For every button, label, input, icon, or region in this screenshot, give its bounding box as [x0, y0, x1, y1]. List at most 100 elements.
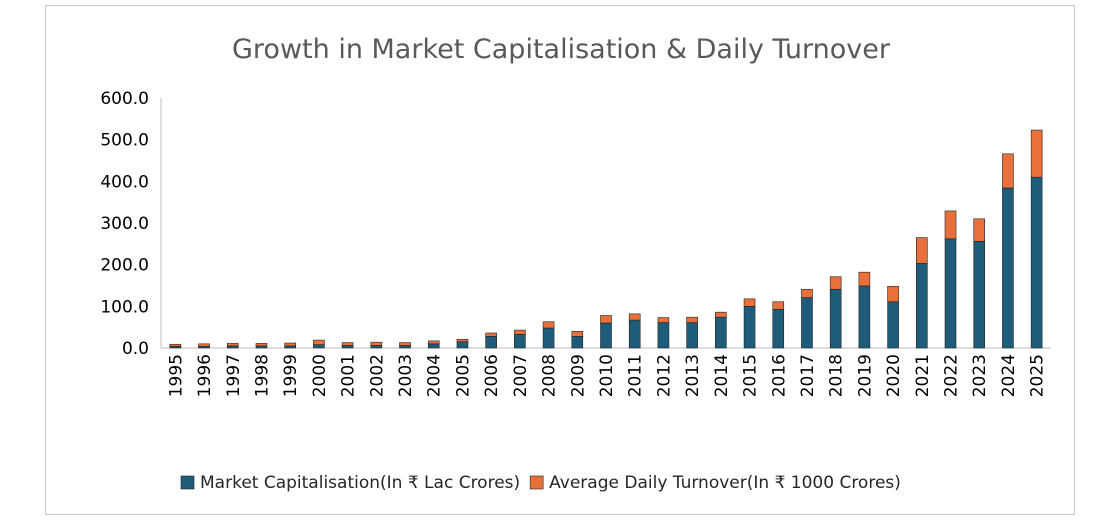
bar-average-daily-turnover [1002, 153, 1014, 189]
bar-average-daily-turnover [169, 343, 182, 347]
x-tick-label: 2006 [482, 354, 502, 397]
y-tick-label: 100.0 [100, 297, 149, 317]
x-tick-label: 2012 [654, 354, 674, 397]
x-tick-label: 2019 [855, 354, 875, 397]
x-tick-label: 2020 [884, 354, 904, 397]
y-tick-labels: 0.0 100.0 200.0 300.0 400.0 500.0 600.0 [100, 89, 149, 359]
x-tick-label: 1999 [281, 354, 301, 397]
legend-label-average-daily-turnover: Average Daily Turnover(In ₹ 1000 Crores) [549, 473, 901, 493]
bar-average-daily-turnover [715, 311, 727, 318]
x-tick-label: 2023 [970, 354, 990, 397]
bar-market-capitalisation [1002, 187, 1014, 349]
bar-average-daily-turnover [341, 342, 354, 346]
x-tick-label: 2008 [540, 354, 560, 397]
x-tick-label: 2000 [310, 354, 330, 397]
x-tick-label: 2021 [913, 354, 933, 397]
bar-market-capitalisation [313, 344, 325, 349]
legend-swatch-average-daily-turnover [529, 475, 544, 490]
bar-market-capitalisation [485, 336, 497, 349]
bar-average-daily-turnover [542, 321, 555, 329]
bar-average-daily-turnover [198, 343, 210, 347]
x-tick-label: 2003 [396, 354, 416, 397]
bar-average-daily-turnover [916, 237, 928, 264]
bar-market-capitalisation [542, 327, 555, 349]
x-tick-label: 2017 [798, 354, 818, 397]
x-tick-label: 1996 [195, 354, 215, 397]
bar-average-daily-turnover [571, 331, 584, 337]
x-tick-label: 2018 [827, 354, 847, 397]
bar-average-daily-turnover [944, 210, 957, 240]
x-tick-label: 2001 [339, 354, 359, 397]
bar-average-daily-turnover [456, 338, 469, 343]
bar-market-capitalisation [284, 345, 296, 349]
bar-market-capitalisation [226, 345, 239, 349]
x-tick-label: 2010 [597, 354, 617, 397]
bar-market-capitalisation [887, 301, 899, 349]
x-tick-label: 2009 [568, 354, 588, 397]
bar-average-daily-turnover [829, 276, 842, 290]
x-tick-label: 1998 [252, 354, 272, 397]
y-tick-label: 400.0 [100, 172, 149, 192]
x-tick-label: 1995 [166, 354, 186, 397]
bar-market-capitalisation [858, 285, 871, 349]
bar-market-capitalisation [743, 306, 756, 349]
bar-market-capitalisation [916, 263, 928, 349]
bar-average-daily-turnover [284, 342, 296, 347]
bar-market-capitalisation [657, 322, 670, 349]
x-tick-label: 2013 [683, 354, 703, 397]
y-tick-label: 300.0 [100, 214, 149, 234]
bar-market-capitalisation [600, 322, 612, 349]
bar-market-capitalisation [973, 241, 986, 349]
bar-market-capitalisation [686, 322, 698, 349]
x-tick-label: 2005 [453, 354, 473, 397]
bar-average-daily-turnover [858, 271, 871, 287]
x-tick-labels: 1995 1996 1997 1998 1999 2000 2001 2002 2003 2004… [166, 354, 1047, 397]
bar-average-daily-turnover [427, 340, 440, 345]
bar-average-daily-turnover [514, 329, 526, 335]
bar-average-daily-turnover [226, 343, 239, 347]
x-tick-label: 2015 [741, 354, 761, 397]
bar-market-capitalisation [255, 345, 268, 349]
bars [169, 129, 1043, 349]
bar-average-daily-turnover [313, 339, 325, 345]
chart-svg: Growth in Market Capitalisation & Daily … [100, 34, 1051, 493]
bar-average-daily-turnover [370, 341, 383, 346]
bar-market-capitalisation [571, 336, 584, 349]
x-tick-label: 2022 [942, 354, 962, 397]
x-tick-label: 2007 [511, 354, 531, 397]
bar-market-capitalisation [370, 345, 383, 349]
bar-market-capitalisation [399, 345, 411, 349]
bar-average-daily-turnover [801, 288, 813, 298]
bar-average-daily-turnover [743, 298, 756, 307]
bar-market-capitalisation [341, 345, 354, 349]
legend-label-market-capitalisation: Market Capitalisation(In ₹ Lac Crores) [200, 473, 520, 493]
x-tick-label: 1997 [224, 354, 244, 397]
bar-market-capitalisation [427, 343, 440, 349]
x-tick-label: 2016 [769, 354, 789, 397]
x-tick-label: 2002 [367, 354, 387, 397]
bar-market-capitalisation [628, 319, 641, 349]
bar-market-capitalisation [944, 238, 957, 349]
bar-average-daily-turnover [772, 301, 785, 310]
x-tick-label: 2024 [999, 354, 1019, 397]
bar-market-capitalisation [772, 308, 785, 349]
bar-average-daily-turnover [1030, 129, 1043, 178]
x-tick-label: 2014 [712, 354, 732, 397]
chart-title: Growth in Market Capitalisation & Daily … [232, 34, 891, 65]
bar-market-capitalisation [801, 297, 813, 349]
bar-market-capitalisation [456, 341, 469, 349]
x-tick-label: 2004 [425, 354, 445, 397]
bar-market-capitalisation [514, 333, 526, 349]
bar-market-capitalisation [715, 316, 727, 349]
bar-market-capitalisation [1030, 176, 1043, 349]
legend: Market Capitalisation(In ₹ Lac Crores) Av… [180, 473, 901, 493]
bar-market-capitalisation [829, 288, 842, 349]
y-tick-label: 500.0 [100, 131, 149, 151]
legend-swatch-market-capitalisation [180, 475, 195, 490]
bar-average-daily-turnover [686, 316, 698, 323]
chart-frame: Growth in Market Capitalisation & Daily … [45, 5, 1075, 515]
y-tick-label: 200.0 [100, 256, 149, 276]
bar-average-daily-turnover [255, 343, 268, 347]
bar-average-daily-turnover [485, 332, 497, 337]
bar-average-daily-turnover [973, 218, 986, 242]
